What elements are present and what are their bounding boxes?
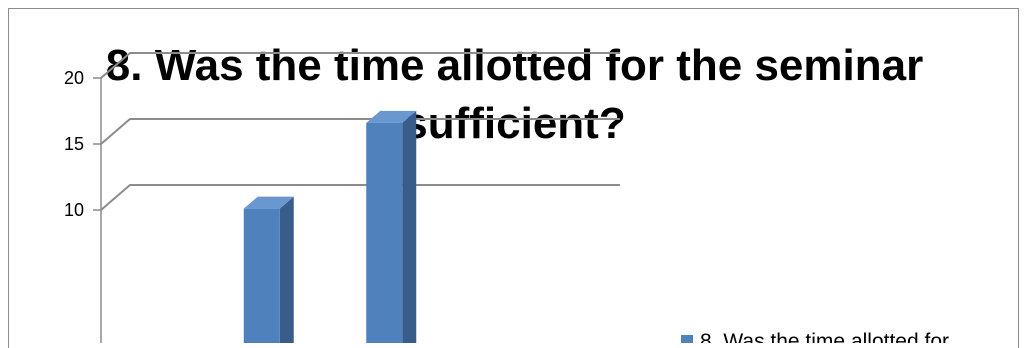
legend-swatch [681,335,693,343]
bar-top [366,110,417,123]
bar-side [279,196,294,343]
bar [366,122,403,343]
legend-label: 8. Was the time allotted for [700,330,949,343]
gridline [100,52,620,79]
bar-top [243,196,294,209]
gridline [100,118,620,145]
y-tick-label: 15 [64,134,84,154]
bar-side [402,110,417,343]
chart-frame: 8. Was the time allotted for the seminar… [8,8,1019,348]
y-tick-label: 20 [64,68,84,88]
y-tick-label: 10 [64,200,84,220]
bar [243,208,280,343]
chart-title: 8. Was the time allotted for the seminar… [105,41,924,148]
gridline [100,184,620,211]
